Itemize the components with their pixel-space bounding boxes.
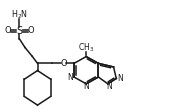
Text: $\mathregular{CH_3}$: $\mathregular{CH_3}$: [78, 41, 94, 54]
Text: O: O: [28, 26, 35, 35]
Text: N: N: [67, 73, 73, 82]
Text: N: N: [118, 74, 123, 83]
Text: N: N: [83, 83, 89, 91]
Text: $\mathregular{H_2N}$: $\mathregular{H_2N}$: [11, 9, 28, 21]
Text: O: O: [4, 26, 11, 35]
Text: N: N: [107, 83, 112, 91]
Text: O: O: [61, 59, 67, 68]
Text: S: S: [16, 26, 22, 36]
